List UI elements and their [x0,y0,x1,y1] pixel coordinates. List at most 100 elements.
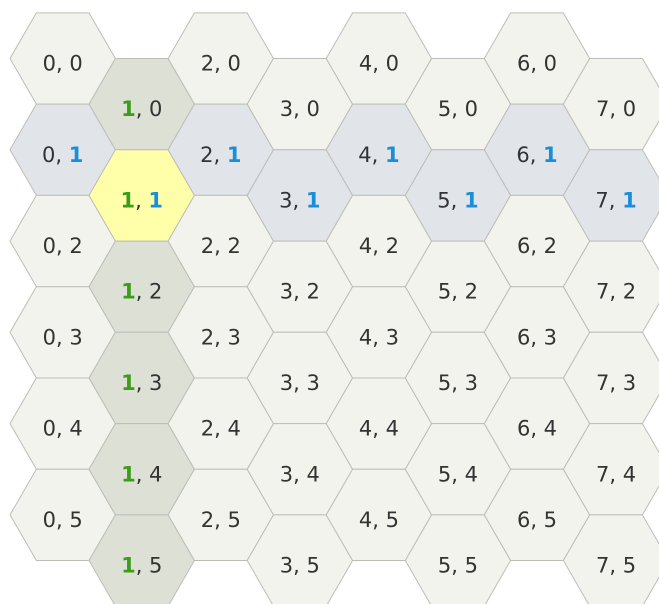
separator: , [214,325,227,349]
cell-label: 3, 5 [280,554,320,578]
cell-label: 3, 0 [280,97,320,121]
separator: , [451,188,464,212]
cell-label: 7, 4 [596,462,636,486]
cell-label: 1, 2 [121,280,162,304]
separator: , [530,143,543,167]
row-number: 5 [623,554,636,578]
row-number: 5 [149,554,162,578]
cell-label: 1, 1 [120,188,163,212]
separator: , [451,280,464,304]
separator: , [372,325,385,349]
column-number: 0 [43,325,56,349]
cell-label: 5, 4 [438,462,478,486]
row-number: 0 [623,97,636,121]
cell-label: 0, 5 [43,508,83,532]
separator: , [372,234,385,258]
column-number: 4 [359,325,372,349]
row-number: 3 [623,371,636,395]
cell-label: 5, 5 [438,554,478,578]
separator: , [214,417,227,441]
separator: , [609,280,622,304]
row-number: 3 [149,371,162,395]
separator: , [372,508,385,532]
column-number: 2 [201,417,214,441]
cell-label: 2, 3 [201,325,241,349]
separator: , [56,234,69,258]
column-number: 3 [280,97,293,121]
separator: , [56,417,69,441]
cell-label: 1, 5 [121,554,162,578]
separator: , [214,234,227,258]
row-number: 3 [227,325,240,349]
cell-label: 0, 3 [43,325,83,349]
cell-label: 6, 2 [517,234,557,258]
column-number: 3 [280,462,293,486]
cell-label: 4, 4 [359,417,399,441]
row-number: 5 [465,554,478,578]
row-number: 5 [307,554,320,578]
row-number: 1 [464,188,479,212]
column-number: 2 [201,52,214,76]
row-number: 2 [307,280,320,304]
cell-label: 1, 4 [121,462,162,486]
separator: , [136,462,149,486]
row-number: 1 [622,188,637,212]
separator: , [530,234,543,258]
cell-label: 3, 2 [280,280,320,304]
row-number: 3 [307,371,320,395]
column-number: 0 [43,417,56,441]
row-number: 4 [623,462,636,486]
column-number: 5 [438,280,451,304]
cell-label: 5, 2 [438,280,478,304]
cell-label: 4, 0 [359,52,399,76]
row-number: 4 [386,417,399,441]
row-number: 2 [623,280,636,304]
separator: , [293,462,306,486]
column-number: 0 [43,52,56,76]
cell-label: 2, 0 [201,52,241,76]
cell-label: 6, 1 [516,143,557,167]
column-number: 5 [438,97,451,121]
column-number: 4 [358,143,371,167]
column-number: 0 [43,508,56,532]
column-number: 5 [438,462,451,486]
separator: , [609,188,622,212]
cell-label: 0, 1 [42,143,83,167]
column-number: 3 [280,371,293,395]
cell-label: 6, 4 [517,417,557,441]
cell-label: 3, 4 [280,462,320,486]
row-number: 1 [543,143,558,167]
column-number: 5 [437,188,450,212]
row-number: 0 [69,52,82,76]
separator: , [609,554,622,578]
row-number: 3 [465,371,478,395]
cell-label: 7, 1 [595,188,636,212]
cell-label: 2, 4 [201,417,241,441]
separator: , [135,188,148,212]
separator: , [293,280,306,304]
row-number: 2 [227,234,240,258]
cell-label: 2, 1 [200,143,241,167]
separator: , [609,462,622,486]
separator: , [609,371,622,395]
cell-label: 7, 0 [596,97,636,121]
separator: , [293,371,306,395]
separator: , [372,143,385,167]
row-number: 0 [307,97,320,121]
cell-label: 3, 1 [279,188,320,212]
column-number: 2 [200,143,213,167]
row-number: 1 [148,188,163,212]
column-number: 4 [359,417,372,441]
row-number: 5 [544,508,557,532]
row-number: 4 [307,462,320,486]
column-number: 3 [280,554,293,578]
separator: , [136,371,149,395]
separator: , [530,52,543,76]
column-number: 1 [121,97,136,121]
column-number: 6 [516,143,529,167]
hex-cell [562,514,659,604]
cell-label: 5, 1 [437,188,478,212]
column-number: 6 [517,508,530,532]
cell-label: 6, 0 [517,52,557,76]
